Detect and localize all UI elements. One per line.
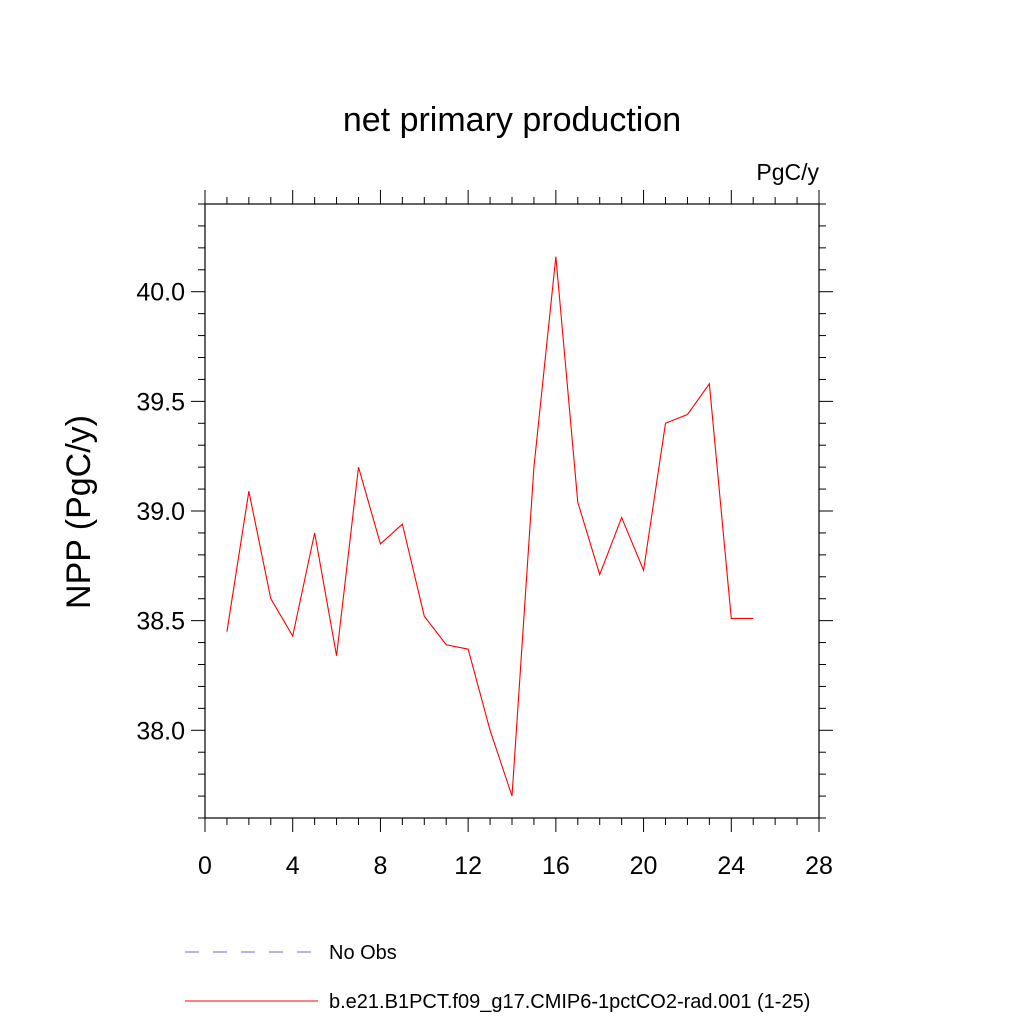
- x-tick-label: 24: [717, 852, 745, 880]
- x-tick-label: 12: [454, 852, 482, 880]
- chart-title: net primary production: [343, 101, 681, 139]
- legend: No Obs b.e21.B1PCT.f09_g17.CMIP6-1pctCO2-…: [185, 942, 810, 1013]
- y-tick-label: 38.0: [136, 717, 185, 745]
- x-tick-label: 0: [198, 852, 212, 880]
- series-line: [226, 256, 754, 797]
- plot-frame: [204, 203, 820, 819]
- x-tick-label: 8: [373, 852, 387, 880]
- legend-label: b.e21.B1PCT.f09_g17.CMIP6-1pctCO2-rad.00…: [329, 991, 810, 1013]
- y-tick-label: 39.5: [136, 388, 185, 416]
- legend-label: No Obs: [329, 942, 397, 964]
- x-tick-label: 4: [286, 852, 300, 880]
- x-tick-label: 16: [542, 852, 570, 880]
- x-tick-label: 28: [805, 852, 833, 880]
- x-axis-ticks: 0 4 8 12 16 20 24 28: [198, 190, 833, 880]
- y-tick-label: 39.0: [136, 498, 185, 526]
- series-layer: [226, 256, 754, 797]
- y-axis-label: NPP (PgC/y): [60, 415, 98, 609]
- units-label: PgC/y: [756, 159, 819, 185]
- y-tick-label: 40.0: [136, 279, 185, 307]
- y-tick-label: 38.5: [136, 608, 185, 636]
- x-tick-label: 20: [630, 852, 658, 880]
- y-axis-ticks: 38.0 38.5 39.0 39.5 40.0: [136, 203, 833, 819]
